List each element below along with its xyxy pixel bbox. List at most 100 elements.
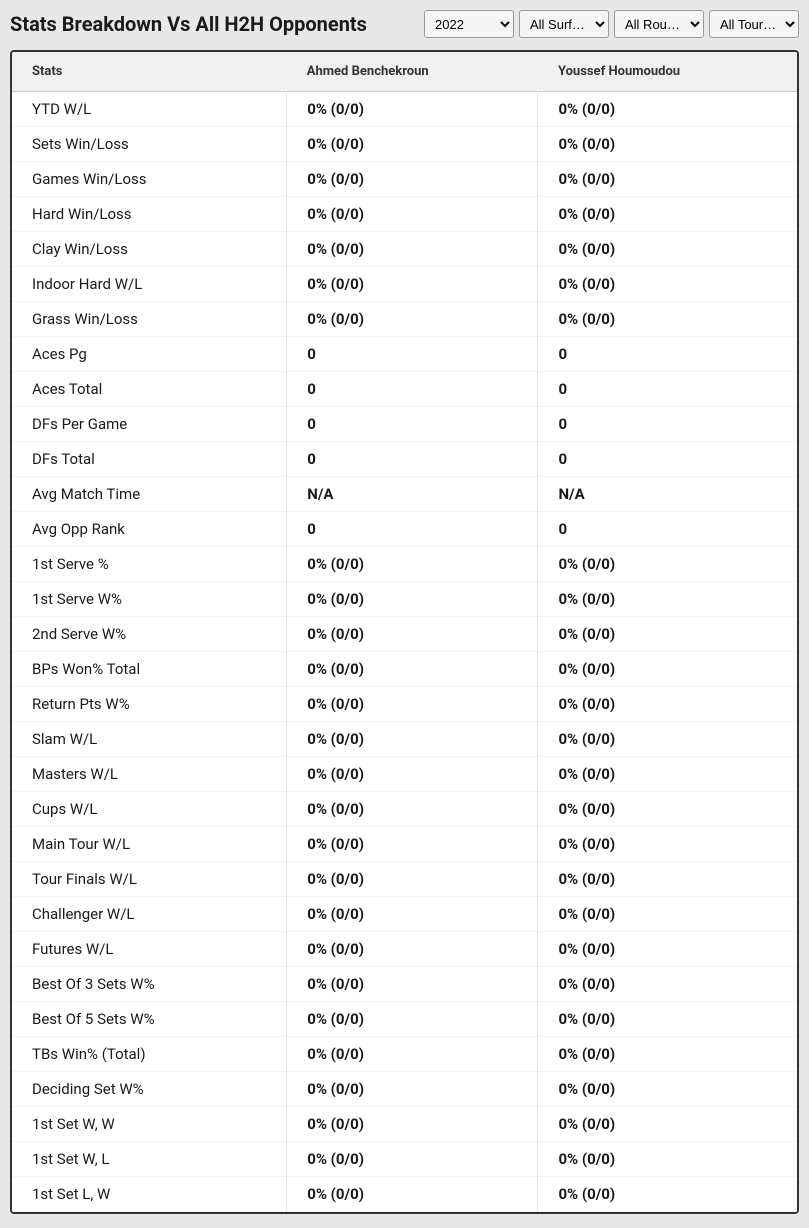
table-row: Slam W/L0% (0/0)0% (0/0) [12, 722, 797, 757]
player1-value: 0% (0/0) [287, 1177, 538, 1212]
table-row: 2nd Serve W%0% (0/0)0% (0/0) [12, 617, 797, 652]
player2-value: 0% (0/0) [538, 1177, 797, 1212]
table-row: Masters W/L0% (0/0)0% (0/0) [12, 757, 797, 792]
player2-value: 0% (0/0) [538, 757, 797, 792]
table-row: Indoor Hard W/L0% (0/0)0% (0/0) [12, 267, 797, 302]
player2-value: 0% (0/0) [538, 897, 797, 932]
table-row: Avg Match TimeN/AN/A [12, 477, 797, 512]
player1-value: 0% (0/0) [287, 1037, 538, 1072]
table-row: YTD W/L0% (0/0)0% (0/0) [12, 92, 797, 127]
stat-name: TBs Win% (Total) [12, 1037, 287, 1072]
player2-value: 0% (0/0) [538, 617, 797, 652]
player2-value: 0% (0/0) [538, 1072, 797, 1107]
player2-value: 0% (0/0) [538, 722, 797, 757]
table-row: 1st Serve %0% (0/0)0% (0/0) [12, 547, 797, 582]
stat-name: 1st Set L, W [12, 1177, 287, 1212]
player2-value: 0 [538, 407, 797, 442]
stat-name: 1st Set W, W [12, 1107, 287, 1142]
table-row: Games Win/Loss0% (0/0)0% (0/0) [12, 162, 797, 197]
table-row: Clay Win/Loss0% (0/0)0% (0/0) [12, 232, 797, 267]
stat-name: Grass Win/Loss [12, 302, 287, 337]
table-row: DFs Per Game00 [12, 407, 797, 442]
stat-name: Hard Win/Loss [12, 197, 287, 232]
stat-name: 2nd Serve W% [12, 617, 287, 652]
table-row: 1st Set W, L0% (0/0)0% (0/0) [12, 1142, 797, 1177]
player1-value: 0% (0/0) [287, 162, 538, 197]
stat-name: Aces Pg [12, 337, 287, 372]
stats-table-wrapper: Stats Ahmed Benchekroun Youssef Houmoudo… [10, 50, 799, 1214]
stat-name: 1st Serve % [12, 547, 287, 582]
stats-table: Stats Ahmed Benchekroun Youssef Houmoudo… [12, 52, 797, 1212]
player2-value: 0% (0/0) [538, 1142, 797, 1177]
stat-name: Challenger W/L [12, 897, 287, 932]
player1-value: 0 [287, 442, 538, 477]
stat-name: Games Win/Loss [12, 162, 287, 197]
stat-name: Cups W/L [12, 792, 287, 827]
page-title: Stats Breakdown Vs All H2H Opponents [10, 12, 367, 36]
stat-name: Best Of 5 Sets W% [12, 1002, 287, 1037]
stat-name: Clay Win/Loss [12, 232, 287, 267]
filter-controls: 2022 All Surf… All Rou… All Tour… [424, 10, 799, 38]
stat-name: Avg Match Time [12, 477, 287, 512]
player1-value: 0% (0/0) [287, 1142, 538, 1177]
table-row: Aces Total00 [12, 372, 797, 407]
player1-value: 0% (0/0) [287, 687, 538, 722]
player1-value: 0 [287, 512, 538, 547]
player2-value: 0 [538, 512, 797, 547]
table-row: 1st Set W, W0% (0/0)0% (0/0) [12, 1107, 797, 1142]
table-row: Return Pts W%0% (0/0)0% (0/0) [12, 687, 797, 722]
stat-name: 1st Set W, L [12, 1142, 287, 1177]
table-row: Aces Pg00 [12, 337, 797, 372]
player1-value: 0% (0/0) [287, 1002, 538, 1037]
player1-value: 0% (0/0) [287, 897, 538, 932]
player1-value: 0 [287, 407, 538, 442]
stat-name: Aces Total [12, 372, 287, 407]
player1-value: 0% (0/0) [287, 302, 538, 337]
stat-name: DFs Per Game [12, 407, 287, 442]
table-row: Best Of 3 Sets W%0% (0/0)0% (0/0) [12, 967, 797, 1002]
player1-value: 0% (0/0) [287, 127, 538, 162]
player1-value: 0% (0/0) [287, 582, 538, 617]
table-row: Main Tour W/L0% (0/0)0% (0/0) [12, 827, 797, 862]
player1-value: 0% (0/0) [287, 547, 538, 582]
table-row: Tour Finals W/L0% (0/0)0% (0/0) [12, 862, 797, 897]
stat-name: Futures W/L [12, 932, 287, 967]
stat-name: DFs Total [12, 442, 287, 477]
table-row: DFs Total00 [12, 442, 797, 477]
player2-value: 0% (0/0) [538, 162, 797, 197]
tour-select[interactable]: All Tour… [709, 10, 799, 38]
stat-name: BPs Won% Total [12, 652, 287, 687]
player2-value: 0% (0/0) [538, 967, 797, 1002]
player1-value: 0% (0/0) [287, 932, 538, 967]
table-row: Futures W/L0% (0/0)0% (0/0) [12, 932, 797, 967]
table-row: Sets Win/Loss0% (0/0)0% (0/0) [12, 127, 797, 162]
player2-value: 0 [538, 372, 797, 407]
player2-value: 0% (0/0) [538, 827, 797, 862]
table-row: Hard Win/Loss0% (0/0)0% (0/0) [12, 197, 797, 232]
table-row: TBs Win% (Total)0% (0/0)0% (0/0) [12, 1037, 797, 1072]
year-select[interactable]: 2022 [424, 10, 514, 38]
table-row: 1st Serve W%0% (0/0)0% (0/0) [12, 582, 797, 617]
stat-name: Indoor Hard W/L [12, 267, 287, 302]
player2-value: 0% (0/0) [538, 267, 797, 302]
player2-value: 0% (0/0) [538, 302, 797, 337]
player1-value: 0% (0/0) [287, 967, 538, 1002]
player2-value: 0% (0/0) [538, 582, 797, 617]
player1-value: 0% (0/0) [287, 1107, 538, 1142]
player2-value: 0% (0/0) [538, 792, 797, 827]
player2-value: 0 [538, 337, 797, 372]
player1-value: 0% (0/0) [287, 617, 538, 652]
table-row: Challenger W/L0% (0/0)0% (0/0) [12, 897, 797, 932]
round-select[interactable]: All Rou… [614, 10, 704, 38]
surface-select[interactable]: All Surf… [519, 10, 609, 38]
table-header-row: Stats Ahmed Benchekroun Youssef Houmoudo… [12, 52, 797, 92]
table-row: 1st Set L, W0% (0/0)0% (0/0) [12, 1177, 797, 1212]
player2-value: N/A [538, 477, 797, 512]
table-row: Best Of 5 Sets W%0% (0/0)0% (0/0) [12, 1002, 797, 1037]
player1-value: 0% (0/0) [287, 267, 538, 302]
player1-value: 0% (0/0) [287, 722, 538, 757]
player1-value: 0% (0/0) [287, 1072, 538, 1107]
stat-name: Sets Win/Loss [12, 127, 287, 162]
table-row: Avg Opp Rank00 [12, 512, 797, 547]
player2-value: 0% (0/0) [538, 547, 797, 582]
